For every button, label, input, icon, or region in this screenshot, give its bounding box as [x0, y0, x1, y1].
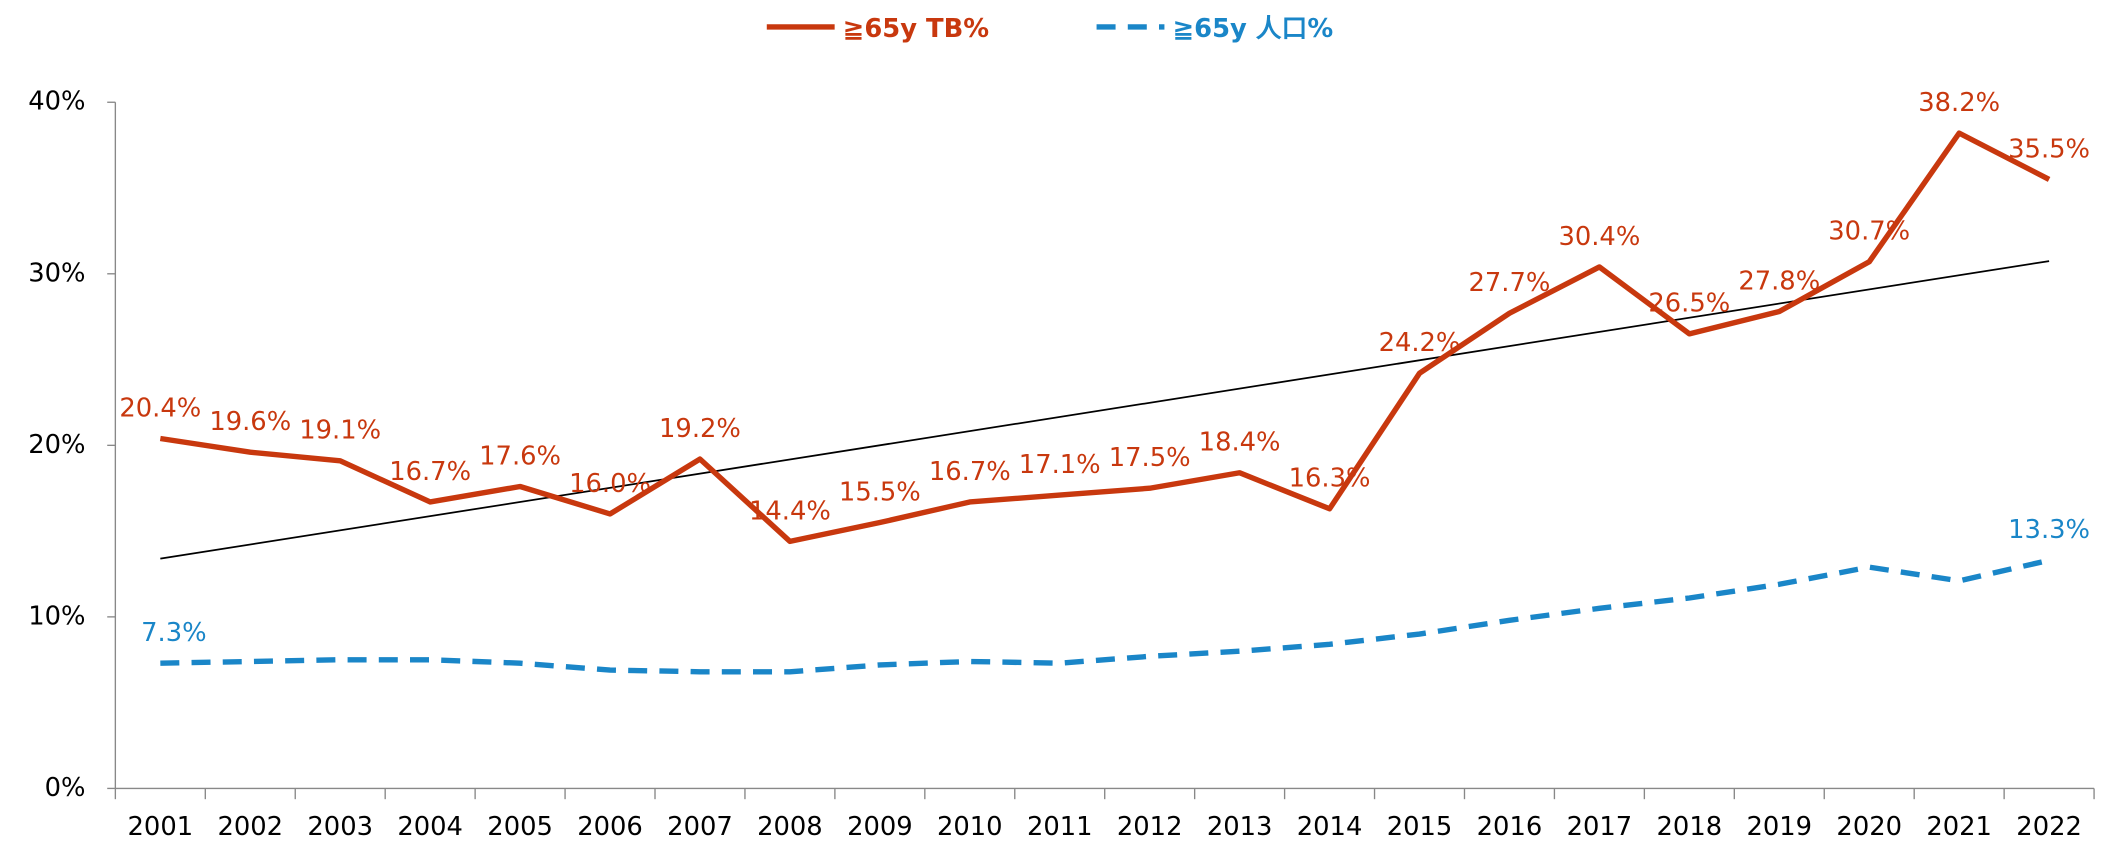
x-tick-label: 2007 [667, 812, 733, 842]
data-label: 16.0% [569, 469, 651, 499]
x-tick-label: 2001 [128, 812, 194, 842]
x-tick-label: 2019 [1746, 812, 1812, 842]
y-tick-label: 20% [28, 430, 85, 460]
data-label: 13.3% [2008, 515, 2090, 545]
y-tick-label: 0% [45, 773, 86, 803]
data-label: 19.2% [659, 414, 741, 444]
data-label: 26.5% [1648, 289, 1730, 319]
data-label: 27.8% [1738, 267, 1820, 297]
trend-line [160, 260, 2050, 560]
data-label: 17.6% [479, 441, 561, 471]
x-tick-label: 2012 [1117, 812, 1183, 842]
series-line [160, 557, 2050, 675]
x-tick-label: 2021 [1926, 812, 1992, 842]
data-label: 19.6% [209, 407, 291, 437]
x-tick-label: 2006 [577, 812, 643, 842]
x-tick-label: 2014 [1297, 812, 1363, 842]
x-tick-label: 2005 [487, 812, 553, 842]
x-tick-label: 2022 [2016, 812, 2082, 842]
x-tick-label: 2010 [937, 812, 1003, 842]
data-label: 38.2% [1918, 88, 2000, 118]
x-tick-label: 2018 [1657, 812, 1723, 842]
data-label: 27.7% [1469, 268, 1551, 298]
x-tick-label: 2002 [217, 812, 283, 842]
legend-label: ≧65y TB% [843, 14, 989, 44]
x-tick-label: 2015 [1387, 812, 1453, 842]
legend-label: ≧65y 人口% [1173, 14, 1334, 44]
data-label: 30.4% [1558, 222, 1640, 252]
data-label: 35.5% [2008, 134, 2090, 164]
x-tick-label: 2011 [1027, 812, 1093, 842]
data-label: 30.7% [1828, 217, 1910, 247]
x-tick-label: 2008 [757, 812, 823, 842]
data-label: 17.1% [1019, 450, 1101, 480]
x-tick-label: 2017 [1567, 812, 1633, 842]
y-tick-label: 30% [28, 258, 85, 288]
data-label: 16.7% [929, 457, 1011, 487]
data-label: 24.2% [1379, 328, 1461, 358]
x-tick-label: 2009 [847, 812, 913, 842]
x-tick-label: 2020 [1836, 812, 1902, 842]
data-label: 20.4% [119, 393, 201, 423]
data-label: 7.3% [141, 618, 206, 648]
data-label: 16.7% [389, 457, 471, 487]
x-tick-label: 2003 [307, 812, 373, 842]
x-tick-label: 2004 [397, 812, 463, 842]
x-tick-label: 2013 [1207, 812, 1273, 842]
data-label: 17.5% [1109, 443, 1191, 473]
data-label: 16.3% [1289, 464, 1371, 494]
series-line [159, 130, 2051, 545]
y-tick-label: 10% [28, 601, 85, 631]
data-label: 18.4% [1199, 428, 1281, 458]
x-tick-label: 2016 [1477, 812, 1543, 842]
y-tick-label: 40% [28, 87, 85, 117]
data-label: 19.1% [299, 416, 381, 446]
data-label: 15.5% [839, 477, 921, 507]
data-label: 14.4% [749, 496, 831, 526]
